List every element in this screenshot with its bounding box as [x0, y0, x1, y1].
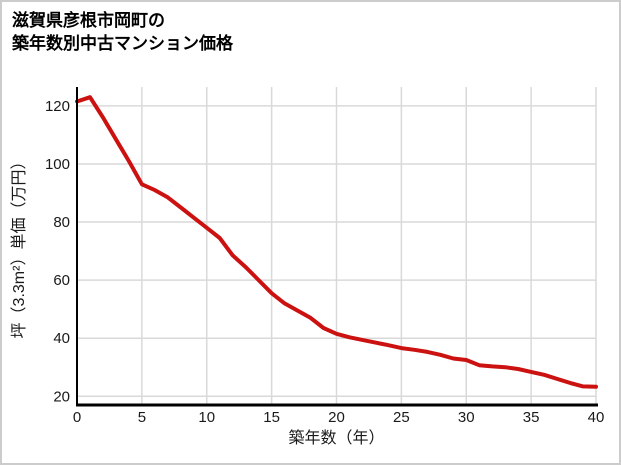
- page-title: 滋賀県彦根市岡町の築年数別中古マンション価格: [12, 10, 233, 56]
- x-tick-label: 30: [458, 409, 475, 426]
- x-tick-label: 40: [588, 409, 605, 426]
- title-line-1: 滋賀県彦根市岡町の: [12, 11, 165, 30]
- x-tick-label: 0: [73, 409, 81, 426]
- y-tick-label: 20: [53, 388, 70, 405]
- x-axis-title: 築年数（年）: [288, 429, 384, 447]
- price-line: [75, 95, 598, 389]
- x-tick-label: 25: [393, 409, 410, 426]
- y-tick-label: 60: [53, 272, 70, 289]
- y-tick-label: 80: [53, 214, 70, 231]
- x-tick-label: 15: [263, 409, 280, 426]
- x-tick-label: 20: [328, 409, 345, 426]
- y-tick-label: 120: [45, 98, 70, 115]
- x-tick-label: 10: [198, 409, 215, 426]
- x-tick-label: 35: [523, 409, 540, 426]
- y-axis-title: 坪（3.3m²）単価（万円）: [10, 154, 28, 339]
- x-tick-label: 5: [138, 409, 146, 426]
- y-tick-label: 40: [53, 330, 70, 347]
- title-line-2: 築年数別中古マンション価格: [12, 33, 233, 53]
- y-tick-label: 100: [45, 156, 70, 173]
